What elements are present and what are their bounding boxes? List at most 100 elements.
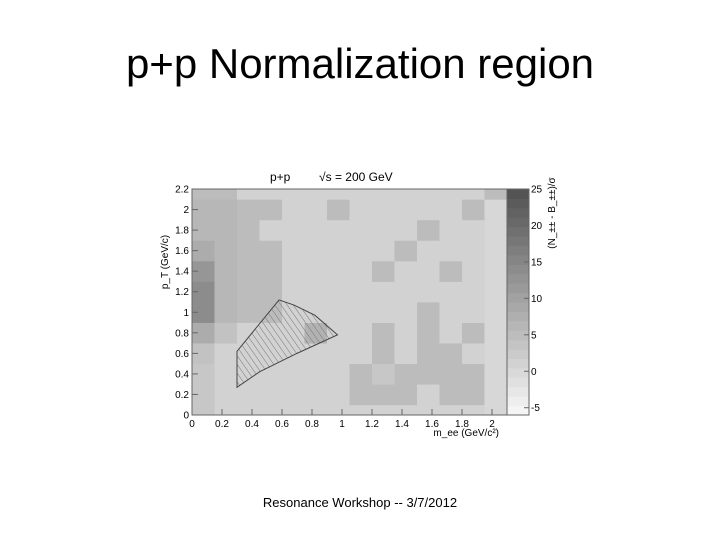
y-tick-label: 0.8 xyxy=(175,328,189,339)
heatmap-cell xyxy=(484,219,508,241)
heatmap-cell xyxy=(192,302,215,323)
plot-title: p+p √s = 200 GeV xyxy=(270,170,470,184)
heatmap-cell xyxy=(417,404,440,416)
heatmap-cell xyxy=(349,199,373,221)
colorbar-segment xyxy=(507,405,529,416)
heatmap-cell xyxy=(259,404,283,416)
heatmap-cell xyxy=(394,189,418,200)
x-tick-label: 1.4 xyxy=(395,419,409,430)
heatmap-cell xyxy=(439,404,463,416)
heatmap-cell xyxy=(417,384,440,406)
colorbar-segment xyxy=(507,302,529,312)
heatmap-cell xyxy=(192,260,215,282)
heatmap-cell xyxy=(282,363,305,385)
heatmap-cell xyxy=(304,240,328,262)
x-tick-label: 1.8 xyxy=(455,419,469,430)
colorbar-tick-label: 0 xyxy=(531,367,537,378)
heatmap-cell xyxy=(327,260,350,282)
heatmap-cell xyxy=(439,199,463,221)
heatmap-cell xyxy=(462,199,485,221)
heatmap-cell xyxy=(372,199,395,221)
colorbar-segment xyxy=(507,283,529,294)
heatmap-cell xyxy=(417,281,440,303)
colorbar-segment xyxy=(507,292,529,303)
colorbar-segment xyxy=(507,207,529,218)
heatmap-cell xyxy=(282,189,305,200)
heatmap-cell xyxy=(237,404,260,416)
colorbar-segment xyxy=(507,358,529,369)
heatmap-cell xyxy=(349,240,373,262)
heatmap-cell xyxy=(282,199,305,221)
y-tick-label: 1.6 xyxy=(175,246,189,257)
heatmap-cell xyxy=(214,302,238,323)
colorbar-segment xyxy=(507,189,529,199)
heatmap-cell xyxy=(372,240,395,262)
heatmap-cell xyxy=(462,343,485,365)
heatmap-cell xyxy=(192,322,215,344)
heatmap-cell xyxy=(282,281,305,303)
heatmap-cell xyxy=(439,302,463,323)
heatmap-cell xyxy=(327,363,350,385)
colorbar-segment xyxy=(507,273,529,284)
heatmap-cell xyxy=(484,302,508,323)
heatmap-cell xyxy=(417,322,440,344)
heatmap-cell xyxy=(327,240,350,262)
heatmap-cell xyxy=(372,343,395,365)
y-axis-label: p_T (GeV/c) xyxy=(160,235,171,289)
region-outline xyxy=(236,299,339,389)
colorbar-segment xyxy=(507,377,529,388)
heatmap-cell xyxy=(214,240,238,262)
colorbar-tick-label: 20 xyxy=(531,221,543,232)
heatmap-cell xyxy=(259,219,283,241)
heatmap-cell xyxy=(462,404,485,416)
heatmap-cell xyxy=(462,240,485,262)
heatmap-cell xyxy=(484,199,508,221)
heatmap-cell xyxy=(372,363,395,385)
heatmap-cell xyxy=(282,219,305,241)
heatmap-cell xyxy=(484,281,508,303)
colorbar-tick-label: 5 xyxy=(531,330,537,341)
x-tick-label: 0 xyxy=(189,419,195,430)
heatmap-cell xyxy=(462,189,485,200)
heatmap-cell xyxy=(304,404,328,416)
heatmap-cell xyxy=(304,281,328,303)
heatmap-cell xyxy=(349,384,373,406)
heatmap-cell xyxy=(282,384,305,406)
heatmap-cell xyxy=(192,363,215,385)
heatmap-cell xyxy=(372,281,395,303)
heatmap-cell xyxy=(394,343,418,365)
colorbar-segment xyxy=(507,236,529,246)
heatmap-cell xyxy=(394,219,418,241)
heatmap-cell xyxy=(372,189,395,200)
heatmap-cell xyxy=(484,240,508,262)
heatmap-cell xyxy=(237,240,260,262)
heatmap-cell xyxy=(237,219,260,241)
heatmap-cell xyxy=(417,302,440,323)
heatmap-cell xyxy=(394,404,418,416)
heatmap-cell xyxy=(304,189,328,200)
heatmap-cell xyxy=(462,302,485,323)
heatmap-cell xyxy=(417,260,440,282)
heatmap-cell xyxy=(439,281,463,303)
heatmap-cell xyxy=(214,384,238,406)
colorbar-tick-label: -5 xyxy=(531,403,540,414)
colorbar-segment xyxy=(507,330,529,341)
heatmap-cell xyxy=(214,219,238,241)
heatmap-cell xyxy=(192,384,215,406)
heatmap-cell xyxy=(214,189,238,200)
x-tick-label: 1.6 xyxy=(425,419,439,430)
heatmap-cell xyxy=(462,219,485,241)
heatmap-cell xyxy=(372,404,395,416)
heatmap-cell xyxy=(237,189,260,200)
colorbar-tick-label: 15 xyxy=(531,257,543,268)
colorbar-segment xyxy=(507,226,529,237)
x-tick-label: 1.2 xyxy=(365,419,379,430)
heatmap-cell xyxy=(282,240,305,262)
x-tick-label: 2 xyxy=(489,419,495,430)
x-tick-label: 0.6 xyxy=(275,419,289,430)
colorbar-tick-label: 10 xyxy=(531,294,543,305)
y-tick-label: 1 xyxy=(183,308,189,319)
plot-title-energy: √s = 200 GeV xyxy=(319,170,393,184)
x-tick-label: 0.4 xyxy=(245,419,259,430)
heatmap-cell xyxy=(372,384,395,406)
